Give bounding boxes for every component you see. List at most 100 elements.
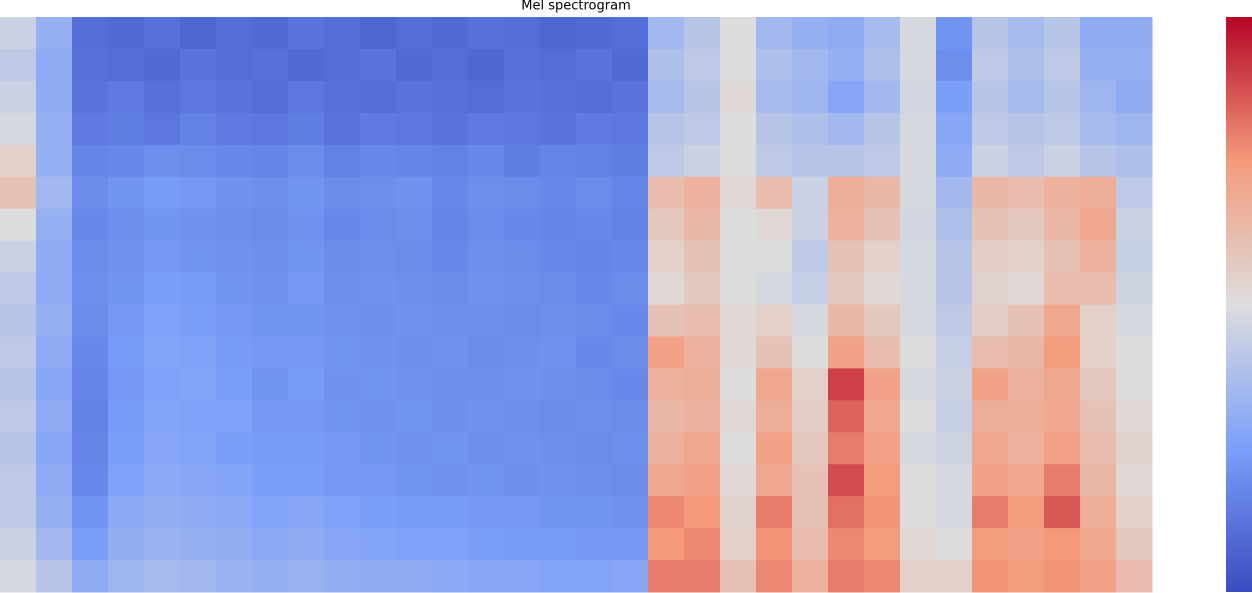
heatmap-cell — [0, 464, 37, 497]
heatmap-cell — [1008, 17, 1045, 50]
heatmap-cell — [108, 176, 145, 210]
heatmap-cell — [252, 80, 289, 114]
heatmap-cell — [288, 400, 325, 433]
heatmap-cell — [1080, 528, 1117, 561]
heatmap-cell — [396, 304, 433, 337]
heatmap-cell — [972, 272, 1009, 305]
heatmap-cell — [324, 272, 361, 305]
heatmap-cell — [720, 496, 757, 529]
heatmap-cell — [540, 208, 577, 242]
heatmap-cell — [936, 464, 973, 497]
heatmap-cell — [360, 17, 397, 50]
heatmap-cell — [504, 336, 541, 369]
heatmap-cell — [1008, 560, 1045, 593]
heatmap-cell — [396, 496, 433, 529]
heatmap-cell — [684, 272, 721, 305]
heatmap-cell — [684, 240, 721, 274]
heatmap-cell — [936, 240, 973, 274]
heatmap-cell — [1116, 368, 1153, 401]
heatmap-cell — [216, 400, 253, 433]
heatmap-cell — [900, 240, 937, 274]
heatmap-cell — [972, 48, 1009, 82]
heatmap-cell — [216, 336, 253, 369]
heatmap-cell — [576, 144, 613, 178]
heatmap-cell — [756, 240, 793, 274]
heatmap-cell — [504, 176, 541, 210]
heatmap-cell — [1044, 208, 1081, 242]
heatmap-cell — [216, 48, 253, 82]
heatmap-cell — [540, 336, 577, 369]
heatmap-cell — [468, 496, 505, 529]
heatmap-cell — [900, 336, 937, 369]
heatmap-cell — [864, 112, 901, 146]
heatmap-cell — [1080, 304, 1117, 337]
heatmap-cell — [252, 560, 289, 593]
heatmap-cell — [1080, 176, 1117, 210]
heatmap-cell — [468, 240, 505, 274]
heatmap-cell — [144, 560, 181, 593]
heatmap-cell — [288, 48, 325, 82]
heatmap-cell — [0, 112, 37, 146]
heatmap-cell — [720, 368, 757, 401]
heatmap-cell — [0, 144, 37, 178]
heatmap-cell — [144, 80, 181, 114]
heatmap-cell — [864, 208, 901, 242]
heatmap-cell — [1080, 144, 1117, 178]
heatmap-cell — [648, 560, 685, 593]
heatmap-cell — [432, 80, 469, 114]
heatmap-cell — [756, 208, 793, 242]
heatmap-cell — [576, 112, 613, 146]
heatmap-cell — [72, 112, 109, 146]
heatmap-cell — [1116, 48, 1153, 82]
heatmap-cell — [180, 496, 217, 529]
heatmap-cell — [108, 112, 145, 146]
heatmap-cell — [972, 208, 1009, 242]
heatmap-cell — [540, 432, 577, 465]
heatmap-cell — [684, 48, 721, 82]
heatmap-cell — [792, 560, 829, 593]
heatmap-cell — [0, 48, 37, 82]
heatmap-cell — [828, 272, 865, 305]
heatmap-cell — [144, 464, 181, 497]
heatmap-cell — [72, 144, 109, 178]
heatmap-cell — [684, 400, 721, 433]
heatmap-cell — [900, 528, 937, 561]
heatmap-cell — [684, 432, 721, 465]
heatmap-cell — [792, 112, 829, 146]
heatmap-cell — [936, 560, 973, 593]
heatmap-cell — [612, 528, 649, 561]
heatmap-cell — [468, 368, 505, 401]
heatmap-cell — [576, 272, 613, 305]
heatmap-cell — [828, 48, 865, 82]
heatmap-cell — [1116, 17, 1153, 50]
heatmap-cell — [936, 144, 973, 178]
heatmap-cell — [720, 304, 757, 337]
heatmap-cell — [252, 48, 289, 82]
heatmap-cell — [252, 432, 289, 465]
heatmap-cell — [972, 368, 1009, 401]
heatmap-cell — [360, 240, 397, 274]
heatmap-cell — [144, 400, 181, 433]
heatmap-cell — [972, 336, 1009, 369]
heatmap-cell — [324, 560, 361, 593]
heatmap-cell — [576, 528, 613, 561]
heatmap-cell — [864, 80, 901, 114]
heatmap-cell — [540, 144, 577, 178]
heatmap-cell — [756, 304, 793, 337]
heatmap-cell — [0, 528, 37, 561]
heatmap-cell — [792, 144, 829, 178]
heatmap-cell — [612, 464, 649, 497]
heatmap-cell — [1044, 432, 1081, 465]
heatmap-cell — [972, 176, 1009, 210]
heatmap-cell — [504, 464, 541, 497]
heatmap-cell — [288, 368, 325, 401]
heatmap-cell — [1116, 272, 1153, 305]
heatmap-cell — [792, 368, 829, 401]
heatmap-cell — [216, 464, 253, 497]
heatmap-cell — [936, 176, 973, 210]
heatmap-cell — [180, 528, 217, 561]
heatmap-cell — [252, 400, 289, 433]
heatmap-cell — [972, 304, 1009, 337]
heatmap-cell — [108, 208, 145, 242]
